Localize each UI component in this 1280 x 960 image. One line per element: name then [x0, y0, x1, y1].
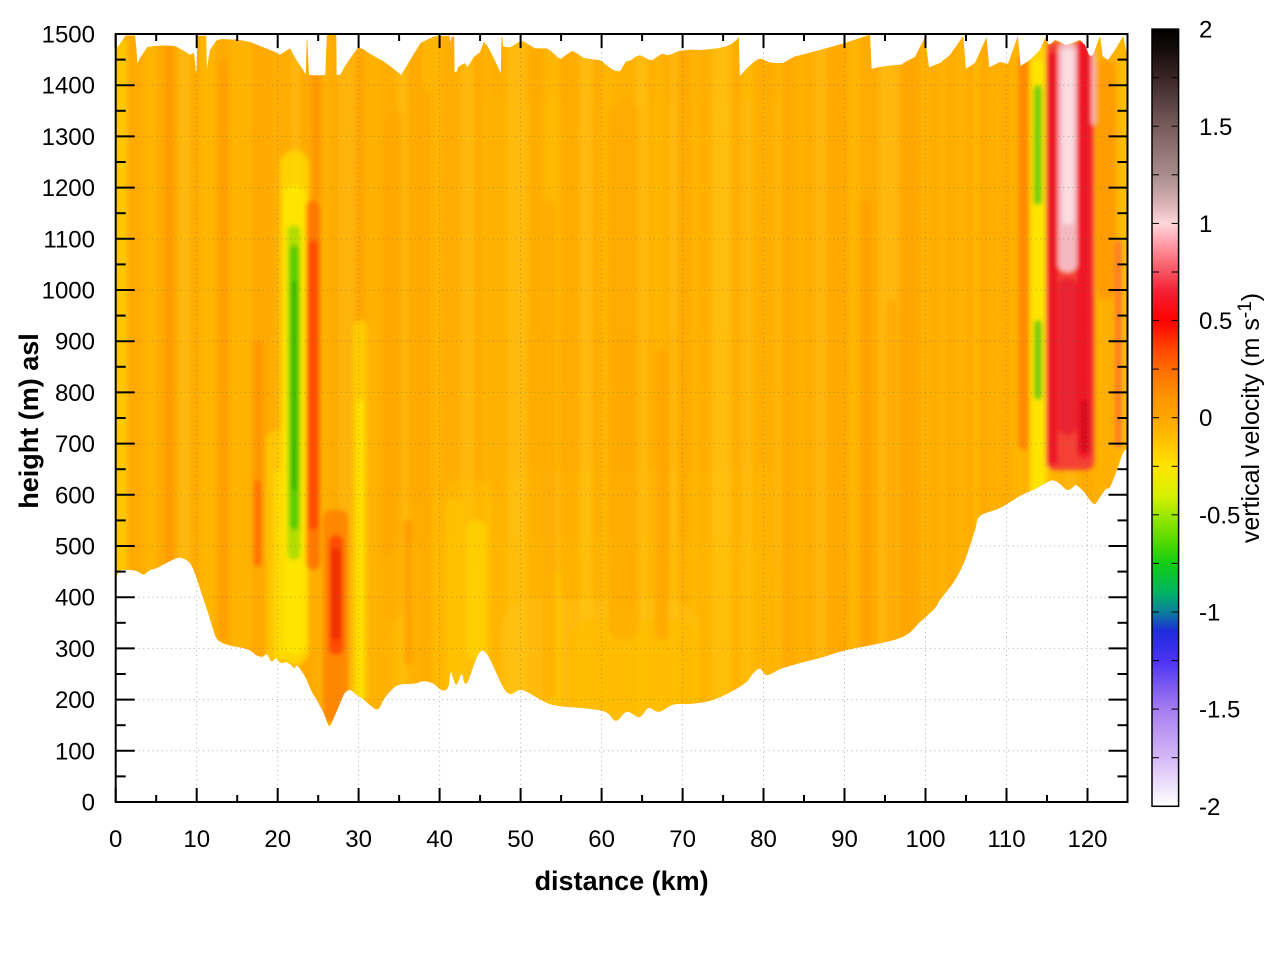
svg-text:10: 10	[183, 826, 210, 853]
svg-text:0.5: 0.5	[1199, 308, 1232, 335]
svg-text:50: 50	[507, 826, 534, 853]
svg-text:-2: -2	[1199, 794, 1220, 821]
svg-text:600: 600	[55, 482, 95, 509]
svg-text:0: 0	[1199, 405, 1212, 432]
svg-text:height (m) asl: height (m) asl	[14, 333, 44, 509]
svg-text:110: 110	[987, 826, 1025, 853]
svg-text:700: 700	[55, 431, 95, 458]
svg-text:0: 0	[109, 826, 122, 853]
svg-text:2: 2	[1199, 17, 1212, 44]
svg-text:1200: 1200	[42, 175, 95, 202]
svg-text:1: 1	[1199, 211, 1212, 238]
svg-text:30: 30	[345, 826, 372, 853]
svg-text:-1: -1	[1199, 600, 1220, 627]
svg-text:20: 20	[264, 826, 291, 853]
svg-text:1.5: 1.5	[1199, 114, 1232, 141]
svg-text:800: 800	[55, 380, 95, 407]
svg-text:400: 400	[55, 585, 95, 612]
svg-text:vertical velocity (m s-1): vertical velocity (m s-1)	[1235, 293, 1265, 543]
svg-text:100: 100	[55, 738, 95, 765]
svg-text:-1.5: -1.5	[1199, 697, 1240, 724]
svg-text:1300: 1300	[42, 124, 95, 151]
svg-text:80: 80	[750, 826, 777, 853]
svg-text:300: 300	[55, 636, 95, 663]
svg-text:100: 100	[905, 826, 945, 853]
svg-text:90: 90	[831, 826, 858, 853]
svg-text:distance (km): distance (km)	[535, 866, 709, 896]
svg-text:70: 70	[669, 826, 696, 853]
svg-text:120: 120	[1067, 826, 1107, 853]
svg-text:1400: 1400	[42, 73, 95, 100]
svg-text:1500: 1500	[42, 22, 95, 49]
svg-text:-0.5: -0.5	[1199, 502, 1240, 529]
svg-text:40: 40	[426, 826, 453, 853]
svg-text:1000: 1000	[42, 278, 95, 305]
svg-text:200: 200	[55, 687, 95, 714]
svg-text:500: 500	[55, 534, 95, 561]
svg-text:60: 60	[588, 826, 615, 853]
svg-text:1100: 1100	[43, 226, 95, 253]
svg-text:900: 900	[55, 329, 95, 356]
svg-text:0: 0	[82, 790, 95, 817]
